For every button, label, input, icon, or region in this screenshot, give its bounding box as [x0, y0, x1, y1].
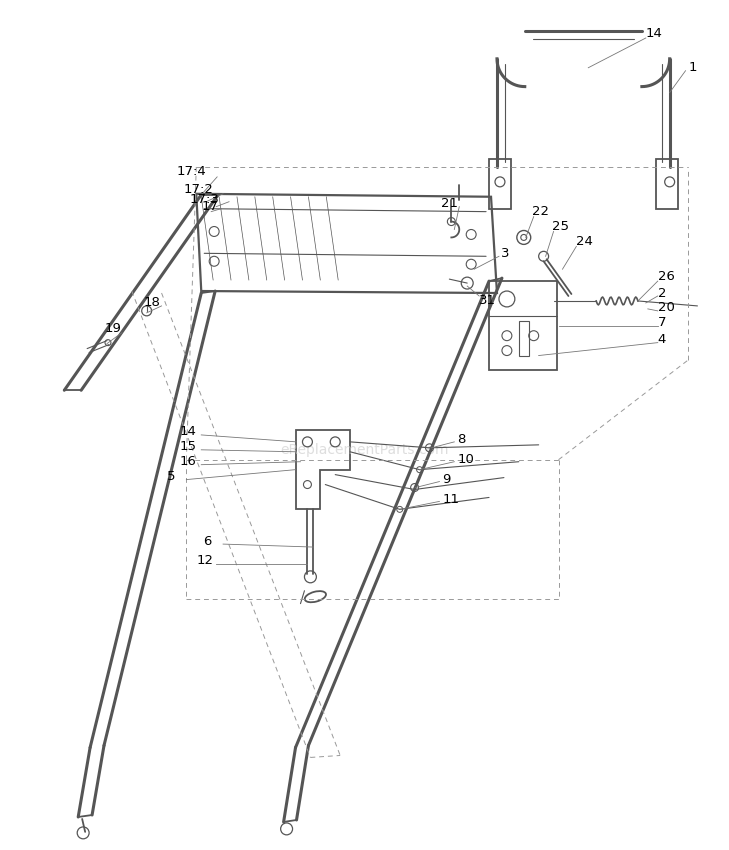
Text: 20: 20 — [658, 302, 674, 314]
Bar — [519, 320, 529, 355]
Text: 5: 5 — [166, 470, 175, 483]
Text: 3: 3 — [501, 246, 510, 260]
Text: 18: 18 — [144, 297, 160, 309]
Text: 15: 15 — [179, 440, 196, 453]
Text: 17:2: 17:2 — [184, 184, 214, 196]
Text: 22: 22 — [531, 205, 549, 218]
Text: 4: 4 — [658, 333, 666, 346]
Text: 17: 17 — [201, 201, 218, 213]
Text: 7: 7 — [658, 316, 666, 329]
Text: 24: 24 — [577, 235, 593, 248]
Text: 17:4: 17:4 — [176, 166, 206, 178]
Bar — [489, 281, 556, 371]
Text: 2: 2 — [658, 286, 666, 299]
Bar — [656, 159, 677, 208]
Text: 14: 14 — [646, 26, 663, 39]
Text: 14: 14 — [179, 426, 196, 439]
Text: 17:3: 17:3 — [190, 193, 219, 207]
Text: 19: 19 — [105, 322, 122, 335]
Text: 26: 26 — [658, 269, 674, 283]
Text: 10: 10 — [457, 453, 474, 467]
Text: eReplacementParts.com: eReplacementParts.com — [280, 443, 448, 456]
Text: 12: 12 — [196, 554, 214, 568]
Text: 21: 21 — [441, 197, 459, 210]
Bar — [489, 159, 511, 208]
Text: 31: 31 — [479, 294, 496, 308]
Text: 6: 6 — [203, 535, 211, 547]
Text: 11: 11 — [443, 493, 459, 506]
Text: 1: 1 — [688, 61, 697, 74]
Text: 25: 25 — [552, 220, 569, 233]
Text: 8: 8 — [457, 434, 466, 446]
Text: 16: 16 — [179, 456, 196, 468]
Text: 9: 9 — [443, 473, 451, 486]
